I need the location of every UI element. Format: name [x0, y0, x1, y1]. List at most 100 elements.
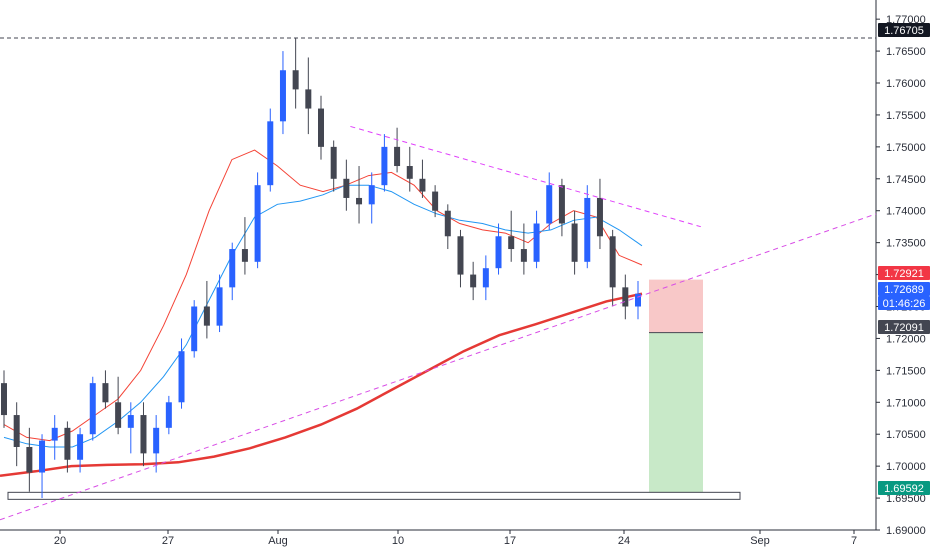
price-tag-text: 1.69592	[884, 483, 924, 495]
candle	[115, 376, 122, 435]
candle-body	[457, 236, 464, 275]
candle-body	[622, 287, 629, 307]
y-tick-label: 1.70000	[886, 461, 926, 473]
candle-body	[26, 446, 33, 473]
y-tick-label: 1.72000	[886, 333, 926, 345]
candle-body	[406, 166, 413, 179]
price-tags: 1.76705 1.72921 1.72689 01:46:26 1.72091 1.69…	[878, 23, 930, 495]
candle	[318, 95, 324, 160]
candle	[51, 415, 58, 460]
candle-body	[584, 197, 591, 262]
candle-body	[482, 268, 489, 288]
price-tag-text: 01:46:26	[883, 298, 926, 310]
candle	[26, 427, 33, 492]
candle	[216, 274, 223, 333]
y-tick-label: 1.69500	[886, 493, 926, 505]
candle	[305, 57, 312, 135]
candle-body	[394, 146, 401, 167]
x-tick-label: 20	[54, 535, 66, 547]
candle-body	[216, 287, 223, 326]
price-tag-background	[878, 266, 930, 280]
candle	[571, 210, 578, 275]
price-tag-text: 1.72091	[884, 322, 924, 334]
candle	[533, 210, 540, 269]
candle-body	[229, 249, 236, 288]
candle-body	[140, 415, 147, 454]
x-tick-label: 10	[392, 535, 404, 547]
candle-body	[368, 185, 375, 205]
x-tick-label: 27	[162, 535, 174, 547]
candle	[178, 338, 185, 409]
x-tick-label: 24	[618, 535, 630, 547]
candle-body	[279, 70, 286, 122]
price-tag: 01:46:26	[878, 296, 930, 310]
candle	[495, 223, 502, 275]
candle	[127, 402, 134, 454]
candle-body	[305, 89, 312, 109]
candle-body	[51, 427, 58, 441]
candle	[394, 127, 401, 173]
candle	[609, 229, 616, 307]
support-zone-box	[7, 491, 741, 500]
candle-body	[178, 351, 185, 403]
price-tag-text: 1.72689	[884, 284, 924, 296]
candle	[470, 261, 477, 301]
x-tick-label: Sep	[750, 535, 770, 547]
x-tick-label: 17	[504, 535, 516, 547]
candle	[343, 159, 350, 211]
candle	[622, 274, 629, 320]
candle	[64, 421, 71, 473]
candle	[279, 51, 286, 135]
candle-body	[546, 185, 553, 224]
price-tag: 1.76705	[878, 23, 930, 37]
candle	[254, 172, 261, 269]
candle-body	[241, 249, 248, 262]
candle-body	[267, 121, 274, 186]
candle-body	[609, 236, 616, 288]
candle-body	[635, 293, 641, 307]
price-tag-background	[878, 481, 930, 495]
candle	[508, 210, 515, 262]
candle-body	[89, 383, 96, 435]
price-tag: 1.72921	[878, 266, 930, 280]
candle-body	[571, 223, 578, 262]
candle	[39, 434, 46, 499]
y-tick-label: 1.71000	[886, 397, 926, 409]
candle	[153, 415, 160, 473]
candle-body	[292, 70, 299, 90]
price-tag-text: 1.72921	[884, 268, 924, 280]
candle-body	[520, 249, 527, 262]
candle-body	[356, 197, 363, 205]
candle-body	[596, 197, 603, 237]
candle	[584, 185, 591, 269]
candle	[419, 159, 426, 198]
candle	[241, 217, 248, 275]
x-tick-label: Aug	[268, 535, 288, 547]
candle	[140, 402, 147, 467]
candle-body	[558, 185, 565, 224]
take-profit-zone	[649, 332, 703, 493]
candle	[635, 280, 641, 320]
candle	[13, 402, 20, 467]
candle-body	[64, 427, 71, 460]
candle-body	[153, 427, 160, 454]
price-tag-background	[878, 296, 930, 310]
candle-body	[381, 146, 388, 186]
candle	[267, 108, 274, 192]
candle-body	[470, 274, 477, 288]
x-tick-label: 7	[851, 535, 857, 547]
candle-body	[191, 306, 198, 352]
price-tag: 1.72689	[878, 282, 930, 296]
candle	[482, 255, 489, 301]
trendlines	[0, 125, 877, 521]
time-axis[interactable]: 20 27 Aug 10 17 24 Sep 7	[54, 530, 857, 547]
price-tag: 1.72091	[878, 320, 930, 334]
candle	[381, 134, 388, 192]
candle-body	[533, 223, 540, 262]
y-tick-label: 1.75500	[886, 110, 926, 122]
y-tick-label: 1.69000	[886, 525, 926, 537]
candle-body	[432, 191, 439, 211]
